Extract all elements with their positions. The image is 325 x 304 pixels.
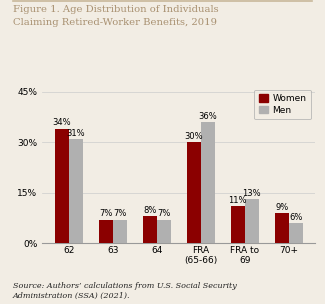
Text: 7%: 7% [157, 209, 171, 218]
Text: 6%: 6% [289, 213, 303, 222]
Bar [99, 220, 113, 243]
Legend: Women, Men: Women, Men [254, 90, 311, 119]
Bar [69, 139, 83, 243]
Bar [187, 142, 201, 243]
Text: 36%: 36% [199, 112, 217, 121]
Text: 7%: 7% [113, 209, 126, 218]
Bar [55, 129, 69, 243]
Text: 34%: 34% [52, 119, 71, 127]
Bar [231, 206, 245, 243]
Text: Figure 1. Age Distribution of Individuals: Figure 1. Age Distribution of Individual… [13, 5, 219, 14]
Text: 30%: 30% [184, 132, 203, 141]
Bar [245, 199, 259, 243]
Text: Source: Authors’ calculations from U.S. Social Security
Administration (SSA) (20: Source: Authors’ calculations from U.S. … [13, 282, 237, 299]
Bar [201, 122, 215, 243]
Text: 13%: 13% [242, 189, 261, 198]
Bar [275, 213, 289, 243]
Bar [157, 220, 171, 243]
Text: 9%: 9% [275, 202, 288, 212]
Bar [289, 223, 303, 243]
Text: 11%: 11% [228, 196, 247, 205]
Text: 31%: 31% [67, 129, 85, 138]
Text: 7%: 7% [99, 209, 112, 218]
Text: 8%: 8% [143, 206, 156, 215]
Bar [113, 220, 127, 243]
Text: Claiming Retired-Worker Benefits, 2019: Claiming Retired-Worker Benefits, 2019 [13, 18, 217, 27]
Bar [143, 216, 157, 243]
